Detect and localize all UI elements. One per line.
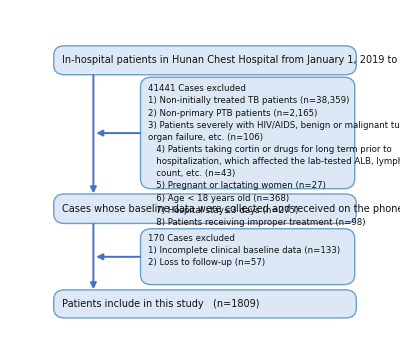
Text: Patients include in this study   (n=1809): Patients include in this study (n=1809) (62, 299, 260, 309)
FancyBboxPatch shape (54, 290, 356, 318)
FancyBboxPatch shape (54, 46, 356, 75)
Text: Cases whose baseline data were collected and received on the phone visit (n=1,97: Cases whose baseline data were collected… (62, 204, 400, 214)
FancyBboxPatch shape (140, 77, 355, 189)
Text: 170 Cases excluded
1) Incomplete clinical baseline data (n=133)
2) Loss to follo: 170 Cases excluded 1) Incomplete clinica… (148, 234, 340, 267)
FancyBboxPatch shape (54, 194, 356, 223)
Text: 41441 Cases excluded
1) Non-initially treated TB patients (n=38,359)
2) Non-prim: 41441 Cases excluded 1) Non-initially tr… (148, 84, 400, 227)
FancyBboxPatch shape (140, 229, 355, 284)
Text: In-hospital patients in Hunan Chest Hospital from January 1, 2019 to December 31: In-hospital patients in Hunan Chest Hosp… (62, 55, 400, 65)
